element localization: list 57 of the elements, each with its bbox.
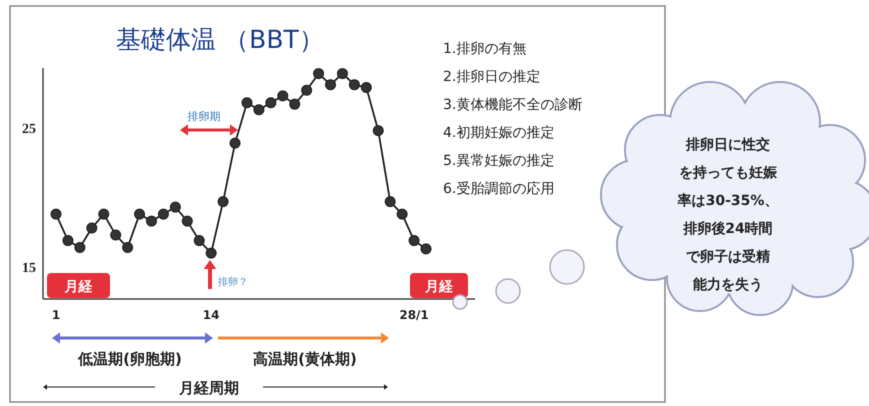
text: 率は30-35%、 <box>676 192 778 209</box>
point <box>62 235 74 246</box>
point <box>253 104 264 116</box>
point <box>313 68 324 80</box>
text: 3.黄体機能不全の診断 <box>443 97 582 113</box>
text: で卵子は受精 <box>686 249 770 265</box>
point <box>277 90 288 102</box>
text: 6.受胎調節の応用 <box>443 181 554 197</box>
point <box>206 248 217 259</box>
point <box>134 208 146 220</box>
point <box>182 216 193 227</box>
point <box>325 79 336 90</box>
x-tick-label: 28/1 <box>399 308 429 322</box>
point <box>420 243 432 254</box>
point <box>241 97 252 108</box>
text: 月経周期 <box>178 379 239 397</box>
text: 5.異常妊娠の推定 <box>443 153 554 169</box>
point <box>122 242 134 254</box>
chart-title: 基礎体温 （BBT） <box>116 25 324 54</box>
point <box>408 235 420 246</box>
annotation: 排卵期 <box>188 110 220 123</box>
point <box>50 208 62 220</box>
point <box>348 79 360 90</box>
text: 排卵日に性交 <box>685 136 770 153</box>
text: 2.排卵日の推定 <box>443 69 540 85</box>
point <box>396 208 408 220</box>
y-tick-label: 25 <box>22 122 36 137</box>
point <box>194 235 205 246</box>
point <box>360 82 372 93</box>
text: 排卵後24時間 <box>682 221 773 237</box>
point <box>86 222 98 234</box>
point <box>336 68 348 80</box>
point <box>289 98 300 110</box>
point <box>384 196 396 208</box>
x-tick-label: 1 <box>52 308 60 322</box>
point <box>301 84 312 96</box>
x-tick-label: 14 <box>202 308 220 322</box>
point <box>218 196 229 208</box>
point <box>74 242 86 254</box>
text: 1.排卵の有無 <box>443 41 526 57</box>
point <box>265 97 276 108</box>
point <box>230 138 241 149</box>
point <box>110 229 122 240</box>
annotation: 排卵？ <box>218 276 248 288</box>
y-tick-label: 15 <box>22 260 36 276</box>
text: 4.初期妊娠の推定 <box>443 125 554 141</box>
text: 高温期(黄体期) <box>253 350 357 368</box>
point <box>170 202 181 213</box>
annotation: 月経 <box>424 279 454 295</box>
point <box>146 216 157 227</box>
point <box>98 208 110 220</box>
annotation: 月経 <box>64 279 94 295</box>
point <box>158 208 169 220</box>
text: を持っても妊娠 <box>679 165 778 181</box>
text: 低温期(卵胞期) <box>77 350 182 368</box>
text: 能力を失う <box>693 277 763 293</box>
point <box>372 125 384 136</box>
